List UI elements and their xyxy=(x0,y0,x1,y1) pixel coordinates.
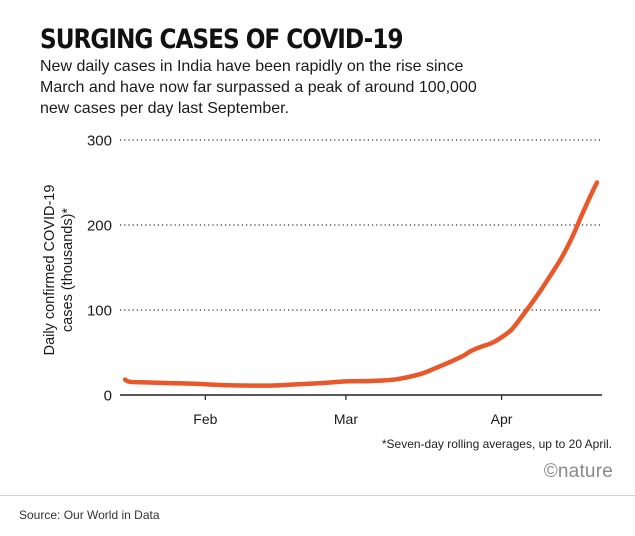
chart-subtitle: New daily cases in India have been rapid… xyxy=(40,58,477,117)
nature-logo: ©nature xyxy=(543,461,613,482)
y-axis-label: Daily confirmed COVID-19 cases (thousand… xyxy=(42,185,76,356)
series-line-daily-cases xyxy=(122,180,600,388)
y-axis-label-line-1: Daily confirmed COVID-19 xyxy=(42,185,58,356)
footnote: *Seven-day rolling averages, up to 20 Ap… xyxy=(381,437,612,451)
x-tick-label-mar: Mar xyxy=(334,411,358,427)
chart-title: SURGING CASES OF COVID-19 xyxy=(40,24,403,55)
y-axis-label-line-2: cases (thousands)* xyxy=(60,208,76,332)
y-tick-labels: 0 100 200 300 xyxy=(87,133,112,405)
grid-layer xyxy=(120,139,602,396)
x-tick-labels: Feb Mar Apr xyxy=(193,395,513,427)
y-tick-label-300: 300 xyxy=(87,133,112,150)
y-tick-label-200: 200 xyxy=(87,218,112,235)
divider xyxy=(0,495,635,496)
y-tick-label-0: 0 xyxy=(104,388,112,405)
x-tick-label-apr: Apr xyxy=(491,411,513,427)
x-tick-label-feb: Feb xyxy=(193,411,217,427)
source-text: Source: Our World in Data xyxy=(19,508,160,522)
y-tick-label-100: 100 xyxy=(87,303,112,320)
